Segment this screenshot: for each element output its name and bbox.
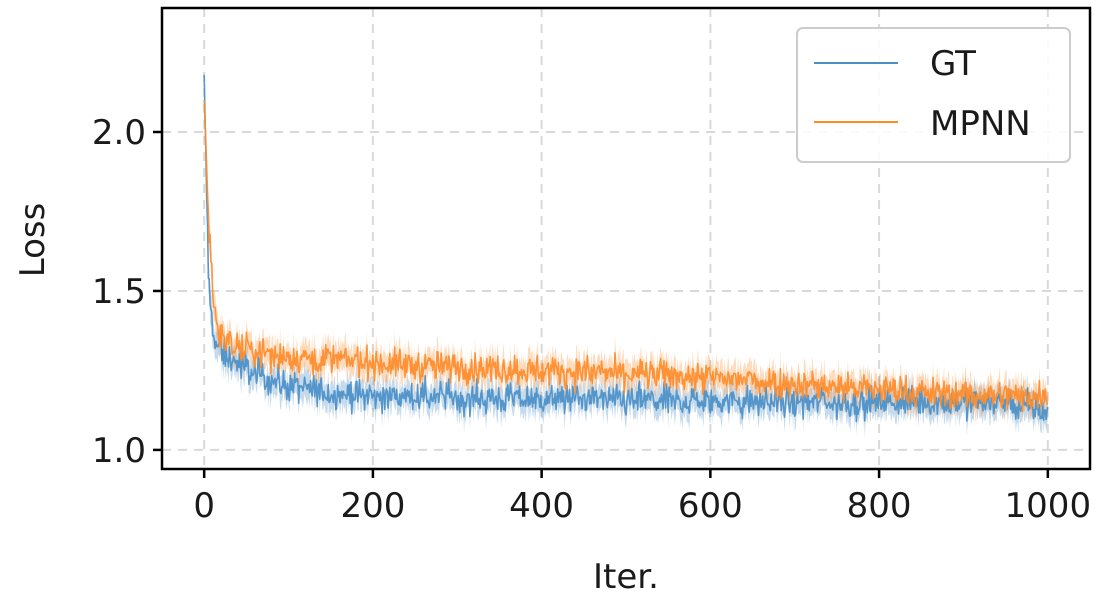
x-tick-label: 600 [678,486,743,526]
y-tick-label: 1.0 [92,431,146,471]
legend-label-mpnn: MPNN [930,104,1031,144]
plot-frame [160,6,1092,471]
y-tick-label: 1.5 [92,272,146,312]
x-tick-label: 400 [509,486,574,526]
series-line-mpnn [203,100,1049,413]
y-axis-label: Loss [13,203,53,278]
x-tick-label: 1000 [1005,486,1092,526]
legend-label-gt: GT [930,44,976,84]
series-line-gt [203,74,1049,423]
legend: GT MPNN [796,27,1071,163]
axis-ticks: 0 200 400 600 800 1000 1.0 1.5 2.0 [92,113,1091,526]
series-lines [203,74,1049,423]
x-tick-label: 800 [847,486,912,526]
x-tick-label: 200 [340,486,405,526]
x-tick-label: 0 [193,486,215,526]
y-tick-label: 2.0 [92,113,146,153]
legend-box [796,27,1071,163]
x-axis-label: Iter. [593,557,659,597]
